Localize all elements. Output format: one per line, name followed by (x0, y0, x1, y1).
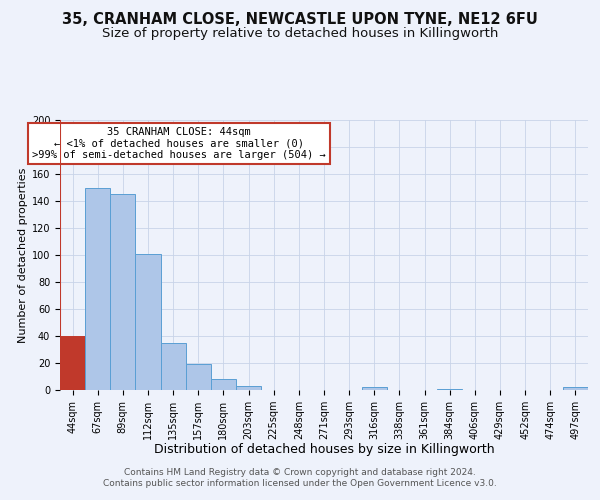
Bar (211, 379, 236, 390)
Bar (110, 194, 136, 390)
Bar (437, 388, 462, 390)
Text: 35, CRANHAM CLOSE, NEWCASTLE UPON TYNE, NE12 6FU: 35, CRANHAM CLOSE, NEWCASTLE UPON TYNE, … (62, 12, 538, 28)
Text: Size of property relative to detached houses in Killingworth: Size of property relative to detached ho… (102, 28, 498, 40)
Text: 35 CRANHAM CLOSE: 44sqm
← <1% of detached houses are smaller (0)
>99% of semi-de: 35 CRANHAM CLOSE: 44sqm ← <1% of detache… (32, 126, 326, 160)
Bar (136, 254, 161, 390)
Bar (563, 388, 588, 390)
Bar (60, 336, 85, 390)
Bar (186, 364, 211, 390)
Bar (362, 388, 387, 390)
X-axis label: Distribution of detached houses by size in Killingworth: Distribution of detached houses by size … (154, 444, 494, 456)
Y-axis label: Number of detached properties: Number of detached properties (17, 168, 28, 342)
Bar (85, 188, 110, 390)
Bar (161, 343, 186, 390)
Text: Contains HM Land Registry data © Crown copyright and database right 2024.
Contai: Contains HM Land Registry data © Crown c… (103, 468, 497, 487)
Bar (236, 386, 261, 390)
